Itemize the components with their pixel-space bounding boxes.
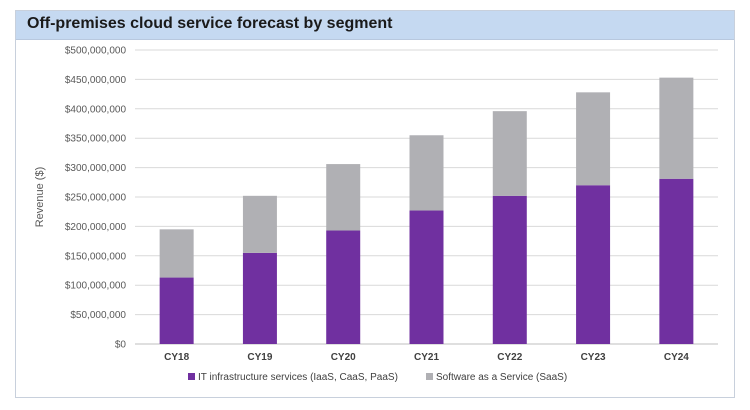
- x-category-label: CY21: [414, 352, 439, 363]
- x-category-label: CY22: [497, 352, 522, 363]
- legend-label-iaas: IT infrastructure services (IaaS, CaaS, …: [198, 372, 398, 383]
- bar-saas-cy24: [659, 77, 694, 179]
- bar-saas-cy18: [159, 229, 194, 278]
- y-tick-label: $200,000,000: [65, 222, 127, 233]
- y-tick-label: $100,000,000: [65, 281, 127, 292]
- chart-frame: Off-premises cloud service forecast by s…: [15, 10, 735, 398]
- x-axis-categories: CY18 CY19 CY20 CY21 CY22 CY23 CY24: [164, 352, 689, 363]
- bar-iaas-cy23: [576, 185, 611, 344]
- legend-label-saas: Software as a Service (SaaS): [436, 372, 567, 383]
- x-category-label: CY24: [664, 352, 689, 363]
- bar-saas-cy23: [576, 92, 611, 186]
- x-category-label: CY20: [331, 352, 356, 363]
- bar-iaas-cy18: [159, 277, 194, 344]
- chart-title-bar: Off-premises cloud service forecast by s…: [16, 11, 734, 40]
- bar-saas-cy21: [409, 135, 444, 211]
- x-category-label: CY23: [581, 352, 606, 363]
- bars: [159, 77, 694, 344]
- bar-iaas-cy21: [409, 210, 444, 344]
- bar-iaas-cy24: [659, 178, 694, 344]
- y-tick-label: $0: [115, 340, 127, 351]
- chart-title: Off-premises cloud service forecast by s…: [27, 15, 393, 32]
- bar-iaas-cy22: [492, 195, 527, 344]
- legend: IT infrastructure services (IaaS, CaaS, …: [188, 372, 567, 383]
- bar-saas-cy19: [242, 195, 277, 253]
- y-axis-ticks: $0 $50,000,000 $100,000,000 $150,000,000 $20…: [65, 46, 127, 351]
- y-tick-label: $500,000,000: [65, 46, 127, 57]
- legend-swatch-saas: [426, 373, 433, 380]
- y-tick-label: $50,000,000: [70, 310, 126, 321]
- bar-saas-cy20: [326, 164, 361, 231]
- y-tick-label: $450,000,000: [65, 75, 127, 86]
- bar-iaas-cy20: [326, 230, 361, 344]
- x-category-label: CY18: [164, 352, 189, 363]
- bar-iaas-cy19: [242, 252, 277, 344]
- x-category-label: CY19: [247, 352, 272, 363]
- y-tick-label: $300,000,000: [65, 163, 127, 174]
- bar-saas-cy22: [492, 111, 527, 196]
- y-tick-label: $400,000,000: [65, 104, 127, 115]
- y-tick-label: $250,000,000: [65, 193, 127, 204]
- y-axis-label: Revenue ($): [34, 167, 46, 228]
- legend-swatch-iaas: [188, 373, 195, 380]
- y-tick-label: $350,000,000: [65, 134, 127, 145]
- y-tick-label: $150,000,000: [65, 251, 127, 262]
